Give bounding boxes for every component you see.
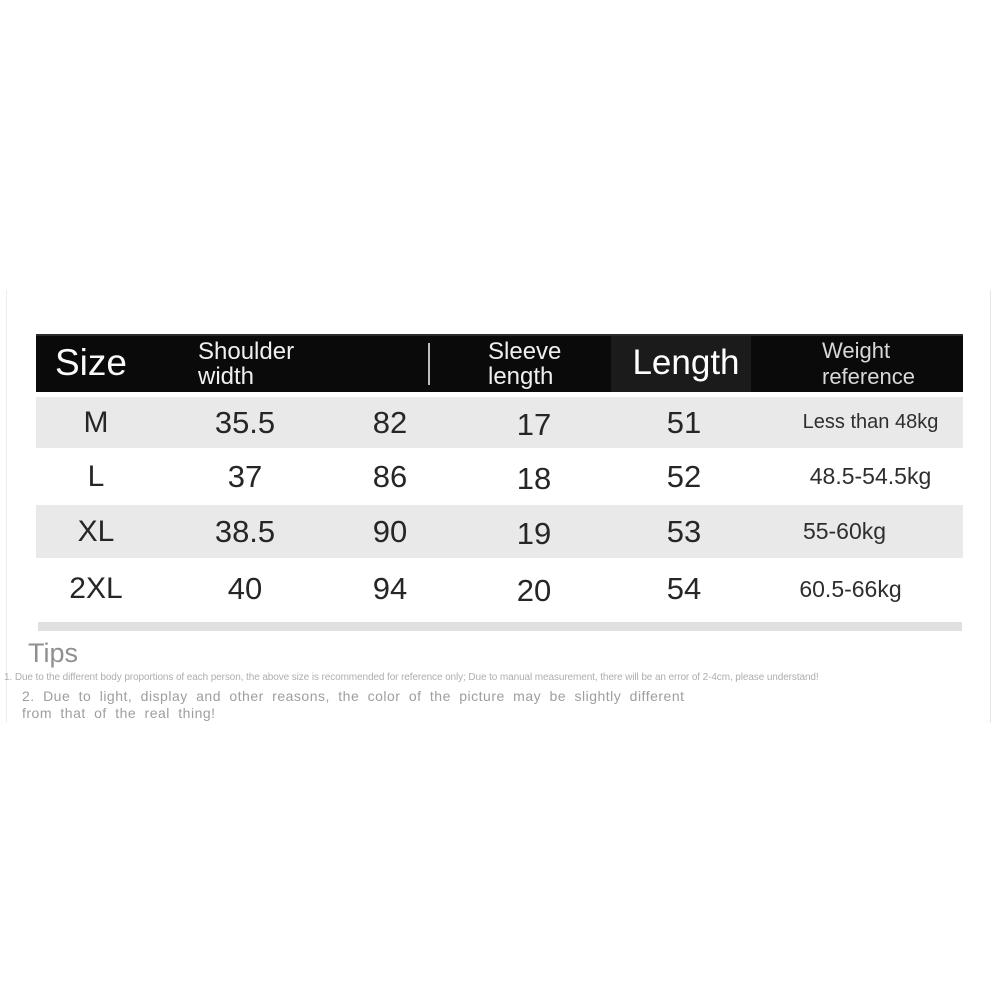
cell-sleeve-length: 18 <box>516 460 552 496</box>
cell-weight: 60.5-66kg <box>799 575 902 602</box>
cell-weight: 55-60kg <box>802 518 887 544</box>
cell-col3: 86 <box>372 458 408 494</box>
header-size: Size <box>55 342 127 384</box>
cell-col3: 94 <box>372 571 408 606</box>
cell-size: XL <box>77 514 115 548</box>
cell-size: M <box>83 405 109 439</box>
cell-shoulder-width: 38.5 <box>214 513 276 549</box>
cell-size: 2XL <box>69 572 123 605</box>
table-row-l: L 37 86 18 52 48.5-54.5kg <box>36 448 963 505</box>
cell-length: 53 <box>666 513 702 549</box>
header-shoulder-line2: width <box>198 363 255 390</box>
table-body: M 35.5 82 17 51 Less than 48kg L 37 86 1… <box>36 397 963 620</box>
cell-shoulder-width: 35.5 <box>214 404 276 440</box>
tips-note-2-line2: from that of the real thing! <box>22 705 216 721</box>
cell-shoulder-width: 37 <box>227 458 263 494</box>
cell-length: 54 <box>666 571 702 606</box>
tips-heading: Tips <box>28 638 79 668</box>
header-length-highlight <box>611 336 751 392</box>
cell-sleeve-length: 20 <box>516 573 552 608</box>
cell-col3: 82 <box>372 404 408 440</box>
cell-sleeve-length: 17 <box>516 406 552 442</box>
table-row-xl: XL 38.5 90 19 53 55-60kg <box>36 505 963 558</box>
header-sleeve-length: Sleeve length <box>488 339 561 389</box>
header-sleeve-line1: Sleeve <box>488 338 562 365</box>
cell-weight: Less than 48kg <box>802 411 939 433</box>
cell-shoulder-width: 40 <box>227 571 263 606</box>
header-weight-reference: Weight reference <box>822 338 915 389</box>
cell-weight: 48.5-54.5kg <box>809 463 932 489</box>
size-table: Size Shoulder width Sleeve length Length W… <box>36 334 963 620</box>
cell-sleeve-length: 19 <box>516 515 552 551</box>
cell-col3: 90 <box>372 513 408 549</box>
cell-length: 52 <box>666 458 702 494</box>
header-shoulder-width: Shoulder width <box>198 339 294 389</box>
table-bottom-strip <box>38 622 962 631</box>
header-shoulder-line1: Shoulder <box>198 338 295 365</box>
tips-note-2-line1: 2. Due to light, display and other reaso… <box>22 688 685 704</box>
header-length: Length <box>632 343 740 383</box>
tips-note-1: 1. Due to the different body proportions… <box>4 672 819 683</box>
header-sleeve-line2: length <box>488 363 554 390</box>
table-row-m: M 35.5 82 17 51 Less than 48kg <box>36 397 963 448</box>
header-column-divider <box>428 343 430 385</box>
table-row-2xl: 2XL 40 94 20 54 60.5-66kg <box>36 558 963 620</box>
cell-size: L <box>87 459 105 493</box>
table-header-row: Size Shoulder width Sleeve length Length W… <box>36 334 963 392</box>
cell-length: 51 <box>666 404 702 440</box>
content-card <box>6 290 991 723</box>
